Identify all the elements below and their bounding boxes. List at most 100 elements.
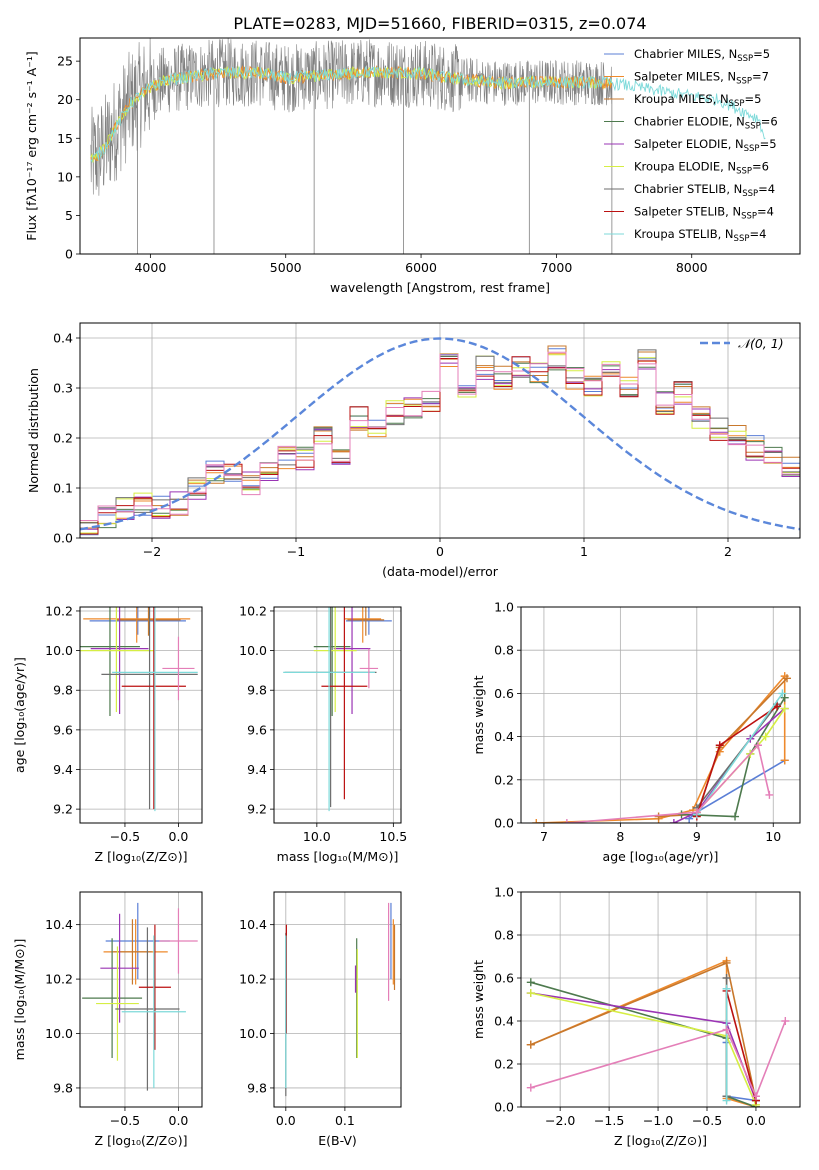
y-tick-label: 9.8 bbox=[247, 1080, 267, 1095]
x-axis-label: (data-model)/error bbox=[382, 564, 499, 579]
plus-marker bbox=[722, 1025, 731, 1034]
legend-entry-label: Salpeter STELIB, NSSP=4 bbox=[634, 205, 774, 222]
x-tick-label: 0 bbox=[436, 544, 444, 559]
plus-marker bbox=[751, 1092, 760, 1101]
y-tick-label: 9.4 bbox=[247, 762, 267, 777]
y-tick-label: 10.2 bbox=[45, 972, 73, 987]
plus-marker bbox=[692, 808, 701, 817]
x-tick-label: 0.0 bbox=[169, 829, 189, 844]
y-tick-label: 10.2 bbox=[45, 603, 73, 618]
mass-weight-line bbox=[696, 703, 778, 809]
mass-weight-line bbox=[530, 992, 757, 1101]
x-tick-label: −1.0 bbox=[643, 1113, 673, 1128]
x-tick-label: 7 bbox=[540, 829, 548, 844]
x-axis-label: mass [log₁₀(M/M⊙)] bbox=[277, 849, 399, 864]
mass-weight-line bbox=[536, 673, 786, 823]
x-axis-label: wavelength [Angstrom, rest frame] bbox=[330, 280, 550, 295]
axes-frame bbox=[79, 606, 203, 824]
y-tick-label: 10.2 bbox=[239, 603, 267, 618]
plus-marker bbox=[526, 989, 535, 998]
x-tick-label: −2.0 bbox=[545, 1113, 575, 1128]
x-tick-label: 8000 bbox=[676, 260, 708, 275]
y-tick-label: 0.4 bbox=[53, 331, 73, 346]
plus-marker bbox=[780, 693, 789, 702]
plus-marker bbox=[526, 1040, 535, 1049]
axes-frame bbox=[79, 891, 203, 1108]
plot-area-spectrum bbox=[90, 38, 766, 254]
legend-entry-label: Kroupa STELIB, NSSP=4 bbox=[634, 227, 766, 244]
spectrum-model-line bbox=[90, 66, 766, 164]
plus-marker bbox=[722, 958, 731, 967]
y-tick-label: 0.8 bbox=[494, 928, 514, 943]
plot-area-massweight-vs-age bbox=[532, 672, 792, 823]
plot-area-massweight-vs-Z bbox=[526, 956, 790, 1107]
panel-mass-vs-Z: −0.5 0.0 9.8 10.0 10.2 10.4 Z [log₁₀(Z/Z⊙)] mas… bbox=[12, 891, 203, 1148]
y-tick-label: 0.8 bbox=[494, 643, 514, 658]
panel-spectrum: 4000 5000 6000 7000 8000 0 5 10 15 20 25 wavelength… bbox=[24, 37, 801, 295]
y-tick-label: 0 bbox=[65, 247, 73, 262]
panel-mass-vs-EBV: 0.0 0.1 9.8 10.0 10.2 10.4 E(B-V) bbox=[239, 891, 402, 1148]
y-tick-label: 1.0 bbox=[494, 600, 514, 615]
x-tick-label: 5000 bbox=[270, 260, 302, 275]
plot-area-age-vs-Z bbox=[80, 607, 198, 812]
x-axis-label: Z [log₁₀(Z/Z⊙)] bbox=[95, 849, 188, 864]
x-tick-label: −0.5 bbox=[692, 1113, 722, 1128]
x-tick-label: −1.5 bbox=[594, 1113, 624, 1128]
plus-marker bbox=[761, 732, 770, 741]
y-tick-label: 25 bbox=[57, 54, 73, 69]
x-tick-label: 10 bbox=[765, 829, 781, 844]
y-tick-label: 9.8 bbox=[53, 1080, 73, 1095]
plus-marker bbox=[722, 984, 731, 993]
y-tick-label: 15 bbox=[57, 131, 73, 146]
mass-weight-line bbox=[530, 959, 757, 1107]
y-tick-label: 1.0 bbox=[494, 885, 514, 900]
y-tick-label: 10.0 bbox=[45, 1026, 73, 1041]
spectrum-legend: Chabrier MILES, NSSP=5 Salpeter MILES, NS… bbox=[604, 47, 778, 244]
plot-area-mass-vs-EBV bbox=[285, 902, 396, 1097]
legend-entry-label: Chabrier ELODIE, NSSP=6 bbox=[634, 115, 778, 132]
x-axis-label: Z [log₁₀(Z/Z⊙)] bbox=[95, 1133, 188, 1148]
plus-marker bbox=[765, 790, 774, 799]
panel-massweight-vs-Z: −2.0 −1.5 −1.0 −0.5 0.0 0.0 0.2 0.4 0.6 0.8 1.0 Z [… bbox=[471, 885, 801, 1148]
y-tick-label: 9.8 bbox=[247, 683, 267, 698]
y-tick-label: 9.8 bbox=[53, 683, 73, 698]
plus-marker bbox=[778, 689, 787, 698]
gauss-legend-label: 𝒩(0, 1) bbox=[738, 336, 784, 351]
mass-weight-line bbox=[681, 697, 786, 818]
y-tick-label: 9.2 bbox=[247, 802, 267, 817]
y-tick-label: 9.6 bbox=[53, 722, 73, 737]
legend-entry-label: Chabrier STELIB, NSSP=4 bbox=[634, 182, 775, 199]
legend-entry-label: Kroupa MILES, NSSP=5 bbox=[634, 92, 761, 109]
plus-marker bbox=[526, 978, 535, 987]
plot-area-age-vs-mass bbox=[283, 607, 392, 812]
mass-weight-line bbox=[725, 990, 757, 1101]
axes-frame bbox=[79, 37, 801, 255]
y-tick-label: 10.2 bbox=[239, 972, 267, 987]
y-tick-label: 0.1 bbox=[53, 481, 73, 496]
x-tick-label: −0.5 bbox=[110, 829, 140, 844]
y-tick-label: 10.4 bbox=[239, 917, 267, 932]
x-tick-label: 1 bbox=[580, 544, 588, 559]
mass-weight-line bbox=[696, 692, 784, 815]
x-tick-label: 9 bbox=[693, 829, 701, 844]
gaussian-curve bbox=[80, 337, 800, 531]
y-tick-label: 0.2 bbox=[494, 1057, 514, 1072]
plot-area-mass-vs-Z bbox=[82, 902, 198, 1091]
x-tick-label: 0.0 bbox=[746, 1113, 766, 1128]
y-tick-label: 9.6 bbox=[247, 722, 267, 737]
y-axis-label: Normed distribution bbox=[26, 368, 41, 493]
y-tick-label: 0.4 bbox=[494, 729, 514, 744]
y-tick-label: 0.0 bbox=[494, 816, 514, 831]
legend-entry-label: Kroupa ELODIE, NSSP=6 bbox=[634, 160, 769, 177]
panel-massweight-vs-age: 7 8 9 10 0.0 0.2 0.4 0.6 0.8 1.0 age [log₁₀(age/yr… bbox=[471, 600, 801, 864]
plus-marker bbox=[526, 1083, 535, 1092]
axes-frame bbox=[520, 891, 801, 1108]
x-tick-label: 0.0 bbox=[169, 1113, 189, 1128]
x-axis-label: age [log₁₀(age/yr)] bbox=[603, 849, 719, 864]
plus-marker bbox=[753, 741, 762, 750]
histogram-step bbox=[80, 351, 800, 521]
plus-marker bbox=[780, 756, 789, 765]
plus-marker bbox=[669, 819, 678, 823]
y-axis-label: age [log₁₀(age/yr)] bbox=[12, 657, 27, 773]
y-tick-label: 0.2 bbox=[53, 431, 73, 446]
